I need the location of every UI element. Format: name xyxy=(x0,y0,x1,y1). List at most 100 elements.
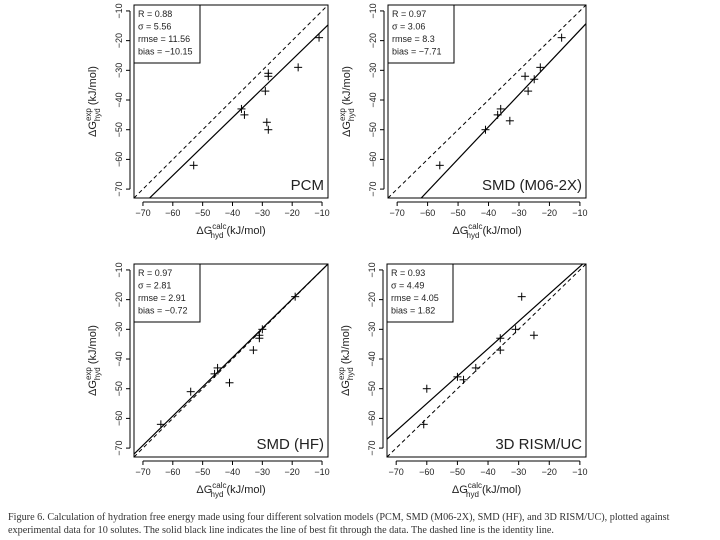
x-tick-label: −10 xyxy=(572,208,587,218)
panel-1: −70 −60 −50 −40 −30 −20 −10 −70 −60 −50 −40 −30 −20 −… xyxy=(338,3,588,240)
x-axis-title: ΔGcalc hyd (kJ/mol) xyxy=(452,222,521,240)
y-axis-title-sub: hyd xyxy=(93,108,102,121)
x-axis-title-sub: hyd xyxy=(211,490,224,499)
y-tick-label: −20 xyxy=(114,33,124,48)
x-tick-label: −50 xyxy=(195,467,210,477)
y-axis-title-sup: exp xyxy=(337,367,346,380)
x-axis-title-sub: hyd xyxy=(211,231,224,240)
y-axis-title-main: ΔG xyxy=(87,380,99,396)
x-tick-label: −40 xyxy=(225,208,240,218)
x-tick-label: −50 xyxy=(195,208,210,218)
x-tick-label: −70 xyxy=(135,208,150,218)
stats-line: bias = −0.72 xyxy=(138,306,188,316)
y-axis-title-unit: (kJ/mol) xyxy=(87,66,99,108)
panel-0: −70 −60 −50 −40 −30 −20 −10 −70 −60 −50 −40 −30 −20 −… xyxy=(84,3,330,240)
data-point xyxy=(225,378,234,387)
data-point xyxy=(237,104,246,113)
stats-line: bias = 1.82 xyxy=(391,306,435,316)
stats-line: σ = 3.06 xyxy=(392,22,425,32)
data-point xyxy=(496,346,505,355)
y-axis-title: ΔGexphyd (kJ/mol) xyxy=(337,325,355,396)
y-axis-title-sub: hyd xyxy=(346,367,355,380)
stats-line: σ = 5.56 xyxy=(138,22,171,32)
y-tick-label: −60 xyxy=(367,411,377,426)
plot-frame xyxy=(133,263,329,458)
x-axis-title-sub: hyd xyxy=(467,231,480,240)
y-axis-title-sup: exp xyxy=(84,108,93,121)
y-tick-label: −30 xyxy=(368,63,378,78)
y-axis-title-sup: exp xyxy=(84,367,93,380)
stats-box xyxy=(386,263,454,323)
identity-line xyxy=(387,264,586,457)
y-tick-label: −30 xyxy=(114,322,124,337)
y-tick-label: −20 xyxy=(368,33,378,48)
y-axis-title: ΔGexphyd (kJ/mol) xyxy=(84,66,102,137)
y-axis-title-unit: (kJ/mol) xyxy=(340,325,352,367)
data-point xyxy=(213,363,222,372)
y-tick-label: −70 xyxy=(114,440,124,455)
data-point xyxy=(496,104,505,113)
y-tick-label: −50 xyxy=(114,381,124,396)
y-axis-title-unit: (kJ/mol) xyxy=(87,325,99,367)
y-axis-title-main: ΔG xyxy=(87,121,99,137)
data-point xyxy=(262,118,271,127)
x-tick-label: −10 xyxy=(314,467,329,477)
data-point xyxy=(453,372,462,381)
x-tick-label: −40 xyxy=(481,208,496,218)
panel-3: −70 −60 −50 −40 −30 −20 −10 −70 −60 −50 −40 −30 −20 −… xyxy=(337,262,588,499)
y-tick-label: −60 xyxy=(114,152,124,167)
y-tick-label: −50 xyxy=(367,381,377,396)
stats-line: R = 0.97 xyxy=(392,9,426,19)
panel-2: −70 −60 −50 −40 −30 −20 −10 −70 −60 −50 −40 −30 −20 −… xyxy=(84,262,330,499)
data-point xyxy=(481,125,490,134)
data-point xyxy=(521,72,530,81)
data-point xyxy=(156,420,165,429)
data-point xyxy=(210,369,219,378)
data-point xyxy=(264,69,273,78)
data-point xyxy=(419,420,428,429)
x-tick-label: −30 xyxy=(511,467,526,477)
y-tick-label: −30 xyxy=(367,322,377,337)
plot-frame xyxy=(387,4,587,199)
data-point xyxy=(435,161,444,170)
data-point xyxy=(493,110,502,119)
data-point xyxy=(471,363,480,372)
x-tick-label: −30 xyxy=(255,467,270,477)
x-tick-label: −70 xyxy=(135,467,150,477)
y-axis-title-sub: hyd xyxy=(93,367,102,380)
y-axis-title-sub: hyd xyxy=(347,108,356,121)
x-axis-title-main: ΔG xyxy=(196,225,212,237)
data-point xyxy=(249,346,258,355)
x-tick-label: −40 xyxy=(225,467,240,477)
x-tick-label: −10 xyxy=(314,208,329,218)
method-label: SMD (M06-2X) xyxy=(482,177,582,194)
data-point xyxy=(255,331,264,340)
stats-line: bias = −10.15 xyxy=(138,47,193,57)
stats-line: rmse = 4.05 xyxy=(391,293,439,303)
fit-line xyxy=(148,24,328,198)
x-tick-label: −60 xyxy=(165,208,180,218)
data-point xyxy=(261,87,270,96)
data-point xyxy=(557,33,566,42)
x-axis-title-sup: calc xyxy=(212,481,226,490)
data-point xyxy=(186,387,195,396)
data-point xyxy=(240,110,249,119)
plot-frame xyxy=(386,263,587,458)
x-tick-label: −60 xyxy=(419,467,434,477)
x-axis-title: ΔGcalc hyd (kJ/mol) xyxy=(196,222,265,240)
x-tick-label: −60 xyxy=(165,467,180,477)
x-tick-label: −20 xyxy=(542,208,557,218)
y-tick-label: −40 xyxy=(367,351,377,366)
data-point xyxy=(315,33,324,42)
y-axis-title-sup: exp xyxy=(338,108,347,121)
y-tick-label: −30 xyxy=(114,63,124,78)
y-tick-label: −10 xyxy=(367,262,377,277)
data-point xyxy=(524,87,533,96)
fit-line xyxy=(387,264,584,440)
data-point xyxy=(511,325,520,334)
x-tick-label: −20 xyxy=(285,208,300,218)
figure-caption: Figure 6. Calculation of hydration free … xyxy=(8,512,670,536)
x-axis-title-unit: (kJ/mol) xyxy=(223,484,265,496)
x-tick-label: −40 xyxy=(480,467,495,477)
